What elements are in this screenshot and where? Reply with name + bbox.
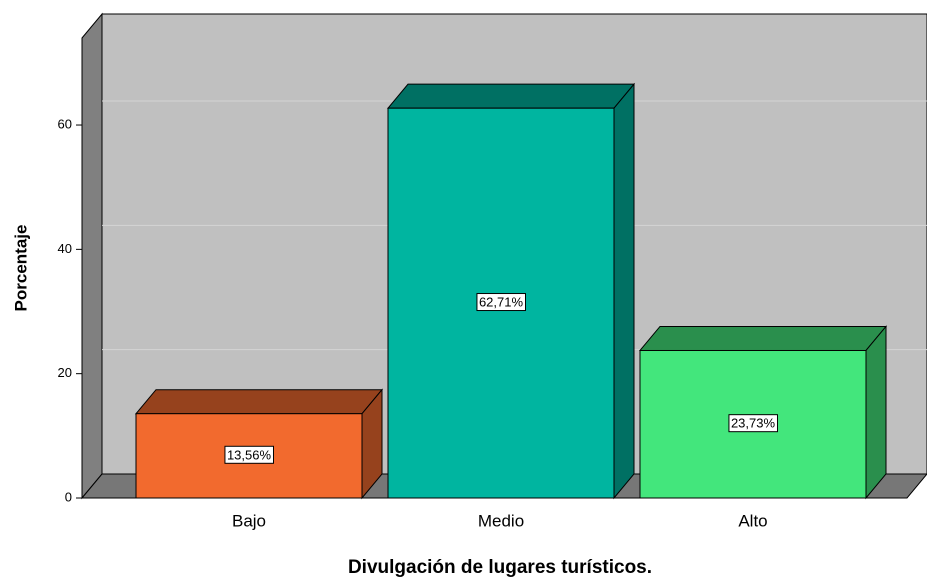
bar-top <box>134 389 384 415</box>
data-label-box <box>224 445 274 464</box>
data-label: 13,56% <box>224 445 274 464</box>
bar-top <box>638 325 888 351</box>
bar-side <box>865 325 887 500</box>
x-tick-label: Alto <box>738 511 767 530</box>
y-axis-title: Porcentaje <box>11 225 30 312</box>
x-tick-label: Medio <box>478 511 524 530</box>
data-label: 23,73% <box>728 414 778 433</box>
y-tick-label: 40 <box>58 241 72 256</box>
bar-top <box>386 83 636 109</box>
y-tick-label: 0 <box>65 489 72 504</box>
y-tick-label: 20 <box>58 365 72 380</box>
data-label-text: 62,71% <box>479 295 524 310</box>
side-wall <box>81 12 103 500</box>
x-tick-label: Bajo <box>232 511 266 530</box>
data-label-text: 13,56% <box>227 447 272 462</box>
data-label-box <box>728 414 778 433</box>
x-axis-title: Divulgación de lugares turísticos. <box>348 557 652 578</box>
bar-side <box>613 82 635 500</box>
y-tick-label: 60 <box>58 116 72 131</box>
data-label-text: 23,73% <box>731 416 776 431</box>
data-label-box <box>476 293 526 312</box>
data-label: 62,71% <box>476 293 526 312</box>
